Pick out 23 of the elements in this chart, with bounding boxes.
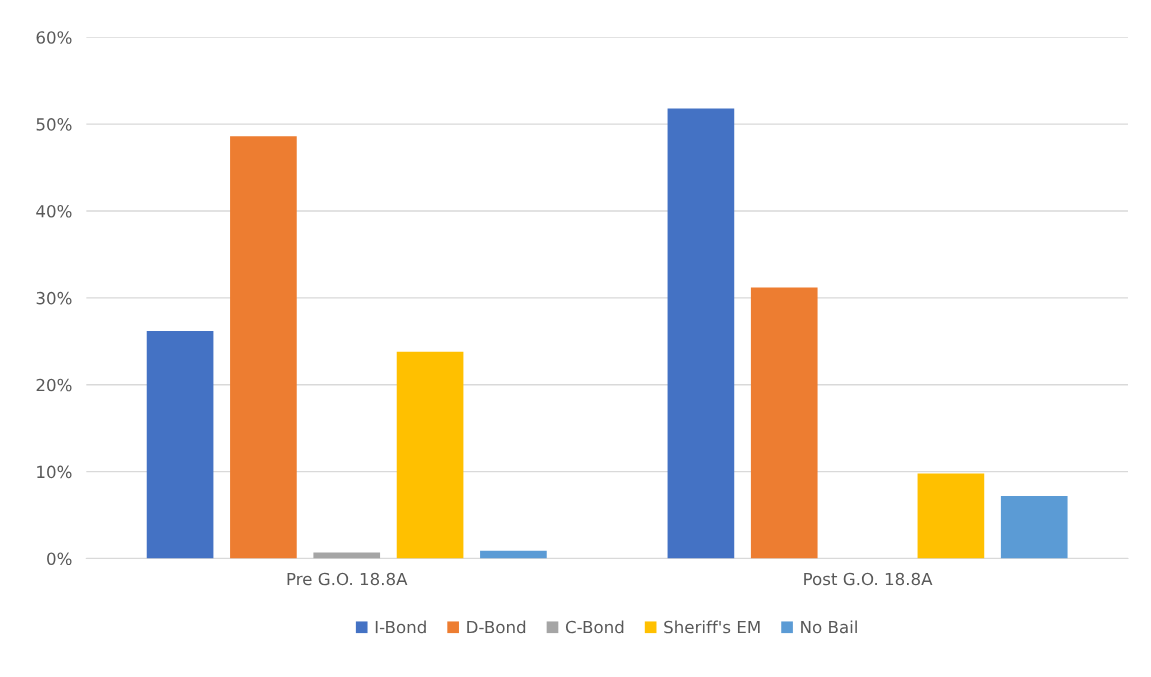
y-tick-label: 40% bbox=[36, 204, 72, 218]
bar bbox=[230, 136, 297, 559]
y-tick-label: 10% bbox=[37, 465, 72, 479]
bar bbox=[917, 473, 985, 559]
bar bbox=[146, 330, 214, 559]
legend-label: C-Bond bbox=[565, 620, 624, 634]
legend-label: Sheriff's EM bbox=[664, 620, 760, 634]
bar bbox=[396, 351, 464, 559]
x-tick-label: Pre G.O. 18.8A bbox=[287, 572, 408, 586]
bar bbox=[750, 287, 818, 559]
bar bbox=[480, 550, 547, 559]
legend-label: No Bail bbox=[801, 620, 857, 634]
bar bbox=[1000, 495, 1068, 559]
y-tick-label: 0% bbox=[47, 552, 72, 566]
x-tick-label: Post G.O. 18.8A bbox=[804, 572, 933, 586]
legend-label: I-Bond bbox=[375, 620, 426, 634]
bar bbox=[667, 108, 735, 559]
legend-label: D-Bond bbox=[467, 620, 526, 634]
bar bbox=[313, 552, 381, 559]
y-tick-label: 50% bbox=[36, 118, 72, 131]
y-tick-label: 60% bbox=[36, 31, 72, 44]
y-tick-label: 20% bbox=[36, 378, 72, 392]
y-tick-label: 30% bbox=[36, 291, 72, 305]
